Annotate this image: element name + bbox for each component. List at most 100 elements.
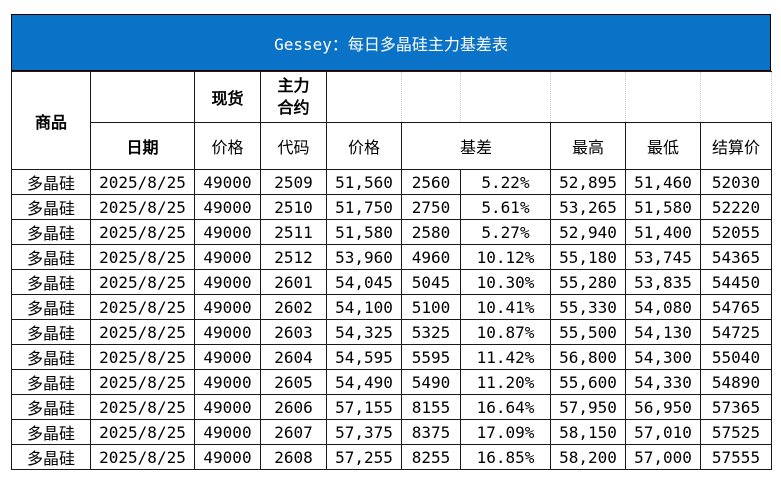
price-cell: 54,595: [326, 344, 402, 370]
header-row-bottom: 日期 价格 代码 价格 基差 最高 最低 结算价: [11, 122, 772, 170]
spot-price-cell: 49000: [194, 444, 261, 470]
price-cell: 54,490: [326, 369, 402, 395]
low-cell: 53,835: [625, 269, 701, 295]
contract-code-cell: 2512: [260, 244, 327, 270]
low-cell: 51,460: [625, 169, 701, 195]
spot-price-cell: 49000: [194, 244, 261, 270]
basis-percent-cell: 10.87%: [460, 319, 551, 345]
spot-price-cell: 49000: [194, 419, 261, 445]
date-cell: 2025/8/25: [90, 294, 195, 320]
header-empty-cell: [550, 71, 626, 123]
spot-price-cell: 49000: [194, 369, 261, 395]
date-cell: 2025/8/25: [90, 369, 195, 395]
basis-percent-cell: 5.27%: [460, 219, 551, 245]
basis-percent-cell: 10.30%: [460, 269, 551, 295]
settle-cell: 57525: [700, 419, 772, 445]
product-cell: 多晶硅: [11, 419, 91, 445]
product-cell: 多晶硅: [11, 244, 91, 270]
header-main-contract-line1: 主力: [277, 76, 310, 95]
contract-code-cell: 2601: [260, 269, 327, 295]
date-cell: 2025/8/25: [90, 219, 195, 245]
low-cell: 51,580: [625, 194, 701, 220]
date-cell: 2025/8/25: [90, 419, 195, 445]
basis-percent-cell: 10.12%: [460, 244, 551, 270]
high-cell: 55,600: [550, 369, 626, 395]
contract-code-cell: 2511: [260, 219, 327, 245]
high-cell: 57,950: [550, 394, 626, 420]
low-cell: 54,300: [625, 344, 701, 370]
header-blank: [90, 71, 195, 123]
low-cell: 53,745: [625, 244, 701, 270]
settle-cell: 54765: [700, 294, 772, 320]
basis-percent-cell: 17.09%: [460, 419, 551, 445]
date-cell: 2025/8/25: [90, 169, 195, 195]
high-cell: 58,150: [550, 419, 626, 445]
high-cell: 55,330: [550, 294, 626, 320]
basis-percent-cell: 16.64%: [460, 394, 551, 420]
basis-value-cell: 8155: [401, 394, 461, 420]
table-row: 多晶硅 2025/8/25 49000 2602 54,100 5100 10.41% 55,…: [11, 294, 772, 320]
settle-cell: 57365: [700, 394, 772, 420]
header-main-contract-line2: 合约: [277, 98, 310, 117]
low-cell: 54,130: [625, 319, 701, 345]
table-row: 多晶硅 2025/8/25 49000 2509 51,560 2560 5.22% 52,8…: [11, 169, 772, 195]
low-cell: 51,400: [625, 219, 701, 245]
spot-price-cell: 49000: [194, 394, 261, 420]
basis-value-cell: 5490: [401, 369, 461, 395]
spot-price-cell: 49000: [194, 344, 261, 370]
settle-cell: 55040: [700, 344, 772, 370]
header-low: 最低: [625, 122, 701, 170]
low-cell: 56,950: [625, 394, 701, 420]
basis-percent-cell: 10.41%: [460, 294, 551, 320]
price-cell: 54,325: [326, 319, 402, 345]
date-cell: 2025/8/25: [90, 269, 195, 295]
basis-value-cell: 2580: [401, 219, 461, 245]
product-cell: 多晶硅: [11, 344, 91, 370]
price-cell: 51,580: [326, 219, 402, 245]
high-cell: 55,180: [550, 244, 626, 270]
header-date: 日期: [90, 122, 195, 170]
price-cell: 57,375: [326, 419, 402, 445]
date-cell: 2025/8/25: [90, 244, 195, 270]
contract-code-cell: 2608: [260, 444, 327, 470]
price-cell: 54,045: [326, 269, 402, 295]
date-cell: 2025/8/25: [90, 394, 195, 420]
price-cell: 53,960: [326, 244, 402, 270]
basis-value-cell: 2750: [401, 194, 461, 220]
settle-cell: 54365: [700, 244, 772, 270]
header-price: 价格: [326, 122, 402, 170]
high-cell: 56,800: [550, 344, 626, 370]
contract-code-cell: 2605: [260, 369, 327, 395]
spot-price-cell: 49000: [194, 169, 261, 195]
header-empty-cell: [625, 71, 701, 123]
product-cell: 多晶硅: [11, 369, 91, 395]
basis-percent-cell: 16.85%: [460, 444, 551, 470]
high-cell: 55,280: [550, 269, 626, 295]
table-row: 多晶硅 2025/8/25 49000 2605 54,490 5490 11.20% 55,…: [11, 369, 772, 395]
high-cell: 52,895: [550, 169, 626, 195]
table-row: 多晶硅 2025/8/25 49000 2604 54,595 5595 11.42% 56,…: [11, 344, 772, 370]
table-row: 多晶硅 2025/8/25 49000 2607 57,375 8375 17.09% 58,…: [11, 419, 772, 445]
product-cell: 多晶硅: [11, 444, 91, 470]
table-row: 多晶硅 2025/8/25 49000 2603 54,325 5325 10.87% 55,…: [11, 319, 772, 345]
basis-percent-cell: 5.22%: [460, 169, 551, 195]
header-row-top: 商品 现货 主力 合约: [11, 71, 772, 170]
basis-value-cell: 4960: [401, 244, 461, 270]
high-cell: 52,940: [550, 219, 626, 245]
basis-table: 商品 现货 主力 合约 日期 价格 代码 价格 基差 最高: [11, 71, 772, 470]
date-cell: 2025/8/25: [90, 444, 195, 470]
table-row: 多晶硅 2025/8/25 49000 2511 51,580 2580 5.27% 52,9…: [11, 219, 772, 245]
product-cell: 多晶硅: [11, 219, 91, 245]
header-empty-cell: [700, 71, 772, 123]
table-row: 多晶硅 2025/8/25 49000 2512 53,960 4960 10.12% 55,…: [11, 244, 772, 270]
spot-price-cell: 49000: [194, 319, 261, 345]
low-cell: 57,000: [625, 444, 701, 470]
header-empty-cell: [460, 71, 551, 123]
table-row: 多晶硅 2025/8/25 49000 2606 57,155 8155 16.64% 57,…: [11, 394, 772, 420]
product-cell: 多晶硅: [11, 269, 91, 295]
settle-cell: 54725: [700, 319, 772, 345]
high-cell: 55,500: [550, 319, 626, 345]
contract-code-cell: 2604: [260, 344, 327, 370]
table-row: 多晶硅 2025/8/25 49000 2510 51,750 2750 5.61% 53,2…: [11, 194, 772, 220]
contract-code-cell: 2510: [260, 194, 327, 220]
